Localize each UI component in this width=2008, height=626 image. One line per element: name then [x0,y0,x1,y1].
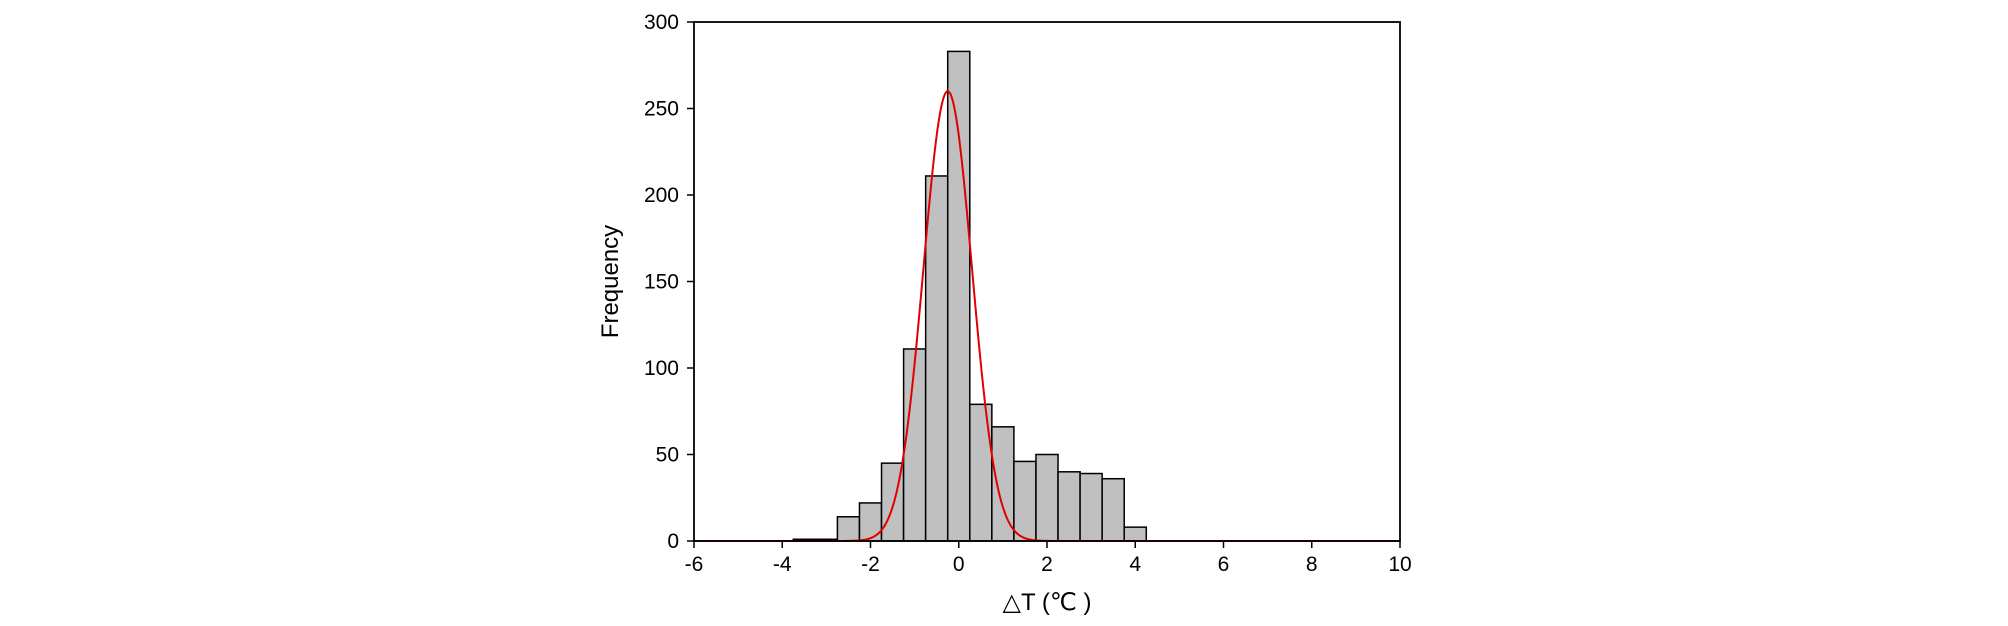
x-tick-label: 8 [1306,553,1318,576]
histogram-bar-12 [1057,471,1081,542]
histogram-bar-5 [902,348,927,542]
y-tick-label: 300 [644,11,679,34]
y-axis-title: Frequency [597,225,624,338]
y-tick-label: 150 [644,271,679,294]
x-tick-label: 6 [1218,553,1230,576]
histogram-bar-11 [1035,453,1059,542]
bars-layer [792,50,1148,542]
y-tick-label: 250 [644,98,679,121]
histogram-bar-2 [836,516,861,542]
x-tick-label: -2 [861,553,880,576]
histogram-bar-7 [946,50,971,542]
histogram-bar-10 [1013,460,1037,542]
histogram-bar-3 [858,502,883,542]
x-tick-label: 4 [1129,553,1141,576]
histogram-bar-14 [1101,477,1125,542]
x-axis: -6 -4 -2 0 2 4 6 8 10 [685,541,1412,576]
histogram-bar-6 [924,175,949,542]
y-tick-label: 200 [644,184,679,207]
x-tick-label: 2 [1041,553,1053,576]
x-axis-title: △T (℃ ) [1003,589,1092,616]
x-tick-label: 10 [1388,553,1411,576]
x-tick-label: -4 [773,553,792,576]
y-tick-label: 0 [667,530,679,553]
y-tick-label: 50 [656,444,679,467]
histogram-bar-13 [1079,472,1103,542]
histogram-bar-15 [1123,526,1148,542]
y-tick-label: 100 [644,357,679,380]
y-axis: 0 50 100 150 200 250 300 [644,11,694,553]
x-tick-label: -6 [685,553,704,576]
x-tick-label: 0 [953,553,965,576]
